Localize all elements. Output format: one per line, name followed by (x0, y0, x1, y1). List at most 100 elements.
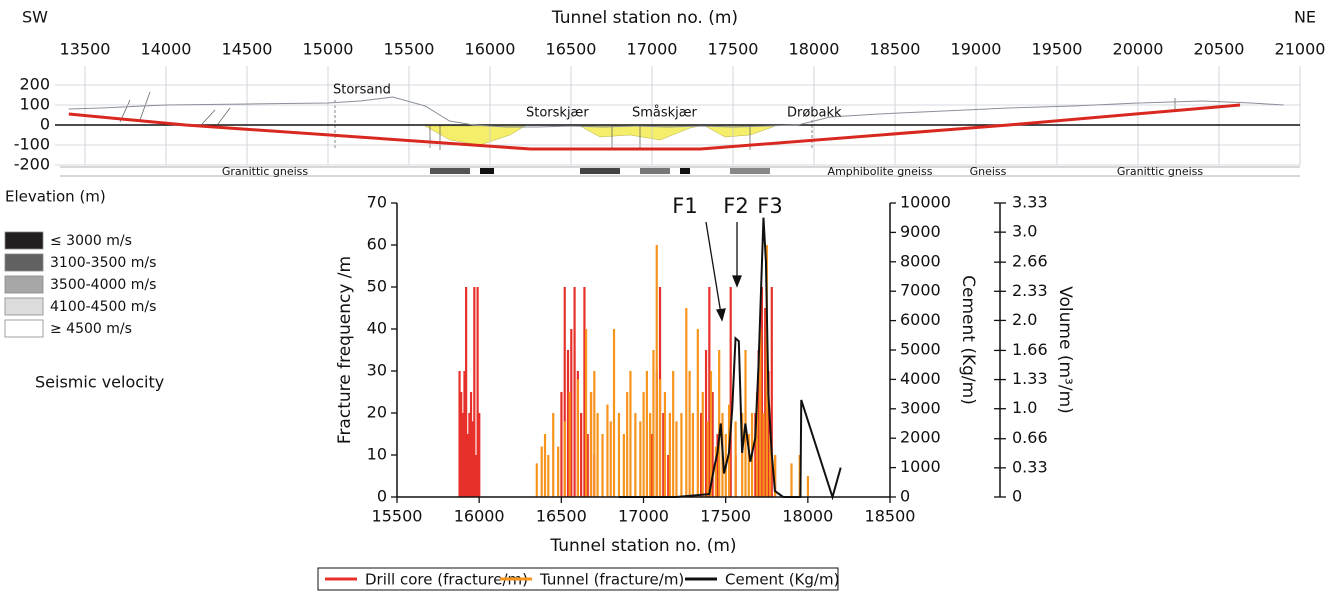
bar (617, 413, 621, 497)
bar (754, 413, 757, 497)
x-tick-label: 20500 (1194, 40, 1245, 59)
x-tick-label: 15500 (372, 507, 423, 526)
bar (583, 287, 586, 497)
x-tick-label: 18000 (782, 507, 833, 526)
bar (570, 329, 573, 497)
bar (629, 371, 632, 497)
bar (476, 287, 479, 497)
bar (535, 463, 538, 497)
rock-unit-label: Granittic gneiss (1117, 165, 1204, 178)
bar (701, 392, 704, 497)
y-axis-label: Elevation (m) (5, 188, 106, 206)
y3-tick-label: 3.0 (1012, 222, 1037, 241)
bar (729, 287, 732, 497)
x-tick-label: 19500 (1032, 40, 1083, 59)
x-tick-label: 13500 (60, 40, 111, 59)
x-tick-label: 15000 (303, 40, 354, 59)
bar (658, 379, 662, 497)
bar (718, 350, 721, 497)
bar (642, 392, 645, 497)
x-tick-label: 18000 (789, 40, 840, 59)
y-axis-label: Fracture frequency /m (335, 256, 355, 444)
y-tick-label: 30 (367, 361, 387, 380)
bar (704, 350, 708, 497)
place-label: Drøbakk (787, 106, 842, 121)
bar (663, 392, 667, 497)
x-tick-label: 14500 (222, 40, 273, 59)
y-tick-label: -100 (14, 135, 50, 154)
legend-label: 4100-4500 m/s (50, 299, 156, 315)
bar (696, 329, 699, 497)
legend-swatch (4, 253, 44, 272)
bar (755, 392, 759, 497)
bar (700, 413, 703, 497)
bar (662, 413, 665, 497)
bar (606, 404, 609, 497)
y3-tick-label: 2.66 (1012, 252, 1048, 271)
bar (680, 413, 683, 497)
bar (639, 421, 642, 497)
bar (552, 413, 555, 497)
rock-unit-label: Granittic gneiss (222, 165, 309, 178)
bar (540, 446, 543, 497)
bar (691, 413, 694, 497)
bar (655, 245, 658, 497)
fault-label: F3 (757, 194, 782, 218)
bar (706, 421, 709, 497)
y2-tick-label: 10000 (900, 193, 951, 212)
bar (557, 446, 560, 497)
y-tick-label: 100 (19, 95, 50, 114)
x-tick-label: 17500 (700, 507, 751, 526)
y3-tick-label: 0 (1012, 487, 1022, 506)
bar (716, 434, 719, 497)
y3-axis-label: Volume (m³/m) (1055, 286, 1075, 414)
side-label: SW (22, 8, 48, 27)
bar (734, 421, 737, 497)
place-label: Storsand (333, 83, 391, 98)
x-tick-label: 17000 (627, 40, 678, 59)
x-tick-label: 19000 (951, 40, 1002, 59)
bar (463, 371, 466, 497)
sediment (424, 125, 526, 146)
bar (566, 350, 570, 497)
y3-tick-label: 1.0 (1012, 398, 1037, 417)
bar (573, 287, 576, 497)
bar (474, 455, 478, 497)
surface-line (68, 96, 1284, 128)
bar (543, 434, 547, 497)
bar (672, 371, 675, 497)
x-tick-label: 20000 (1113, 40, 1164, 59)
bar (790, 463, 793, 497)
faults (119, 91, 1176, 150)
bar (760, 287, 764, 497)
side-label: NE (1294, 8, 1316, 27)
rock-unit-label: Gneiss (970, 165, 1007, 178)
x-tick-label: 17000 (618, 507, 669, 526)
bar (458, 371, 461, 497)
bar (460, 392, 463, 497)
y-tick-label: 50 (367, 277, 387, 296)
y3-tick-label: 2.0 (1012, 310, 1037, 329)
bar (461, 413, 464, 497)
bar (576, 379, 579, 497)
bar (711, 392, 714, 497)
rock-unit-label: Amphibolite gneiss (828, 165, 933, 178)
bar (667, 455, 670, 497)
title: Tunnel station no. (m) (551, 8, 738, 28)
bar (466, 434, 469, 497)
bar (612, 329, 616, 497)
bar (563, 421, 566, 497)
bar (759, 329, 762, 497)
legend-label: Drill core (fracture/m) (365, 571, 528, 589)
bar (568, 392, 571, 497)
legend-label: Tunnel (fracture/m) (539, 571, 684, 589)
fault-arrows (705, 221, 742, 322)
bar (675, 421, 678, 497)
y-tick-label: 70 (367, 193, 387, 212)
legend-swatch (4, 275, 44, 294)
bar (465, 287, 468, 497)
bar (560, 392, 563, 497)
y2-tick-label: 6000 (900, 310, 941, 329)
